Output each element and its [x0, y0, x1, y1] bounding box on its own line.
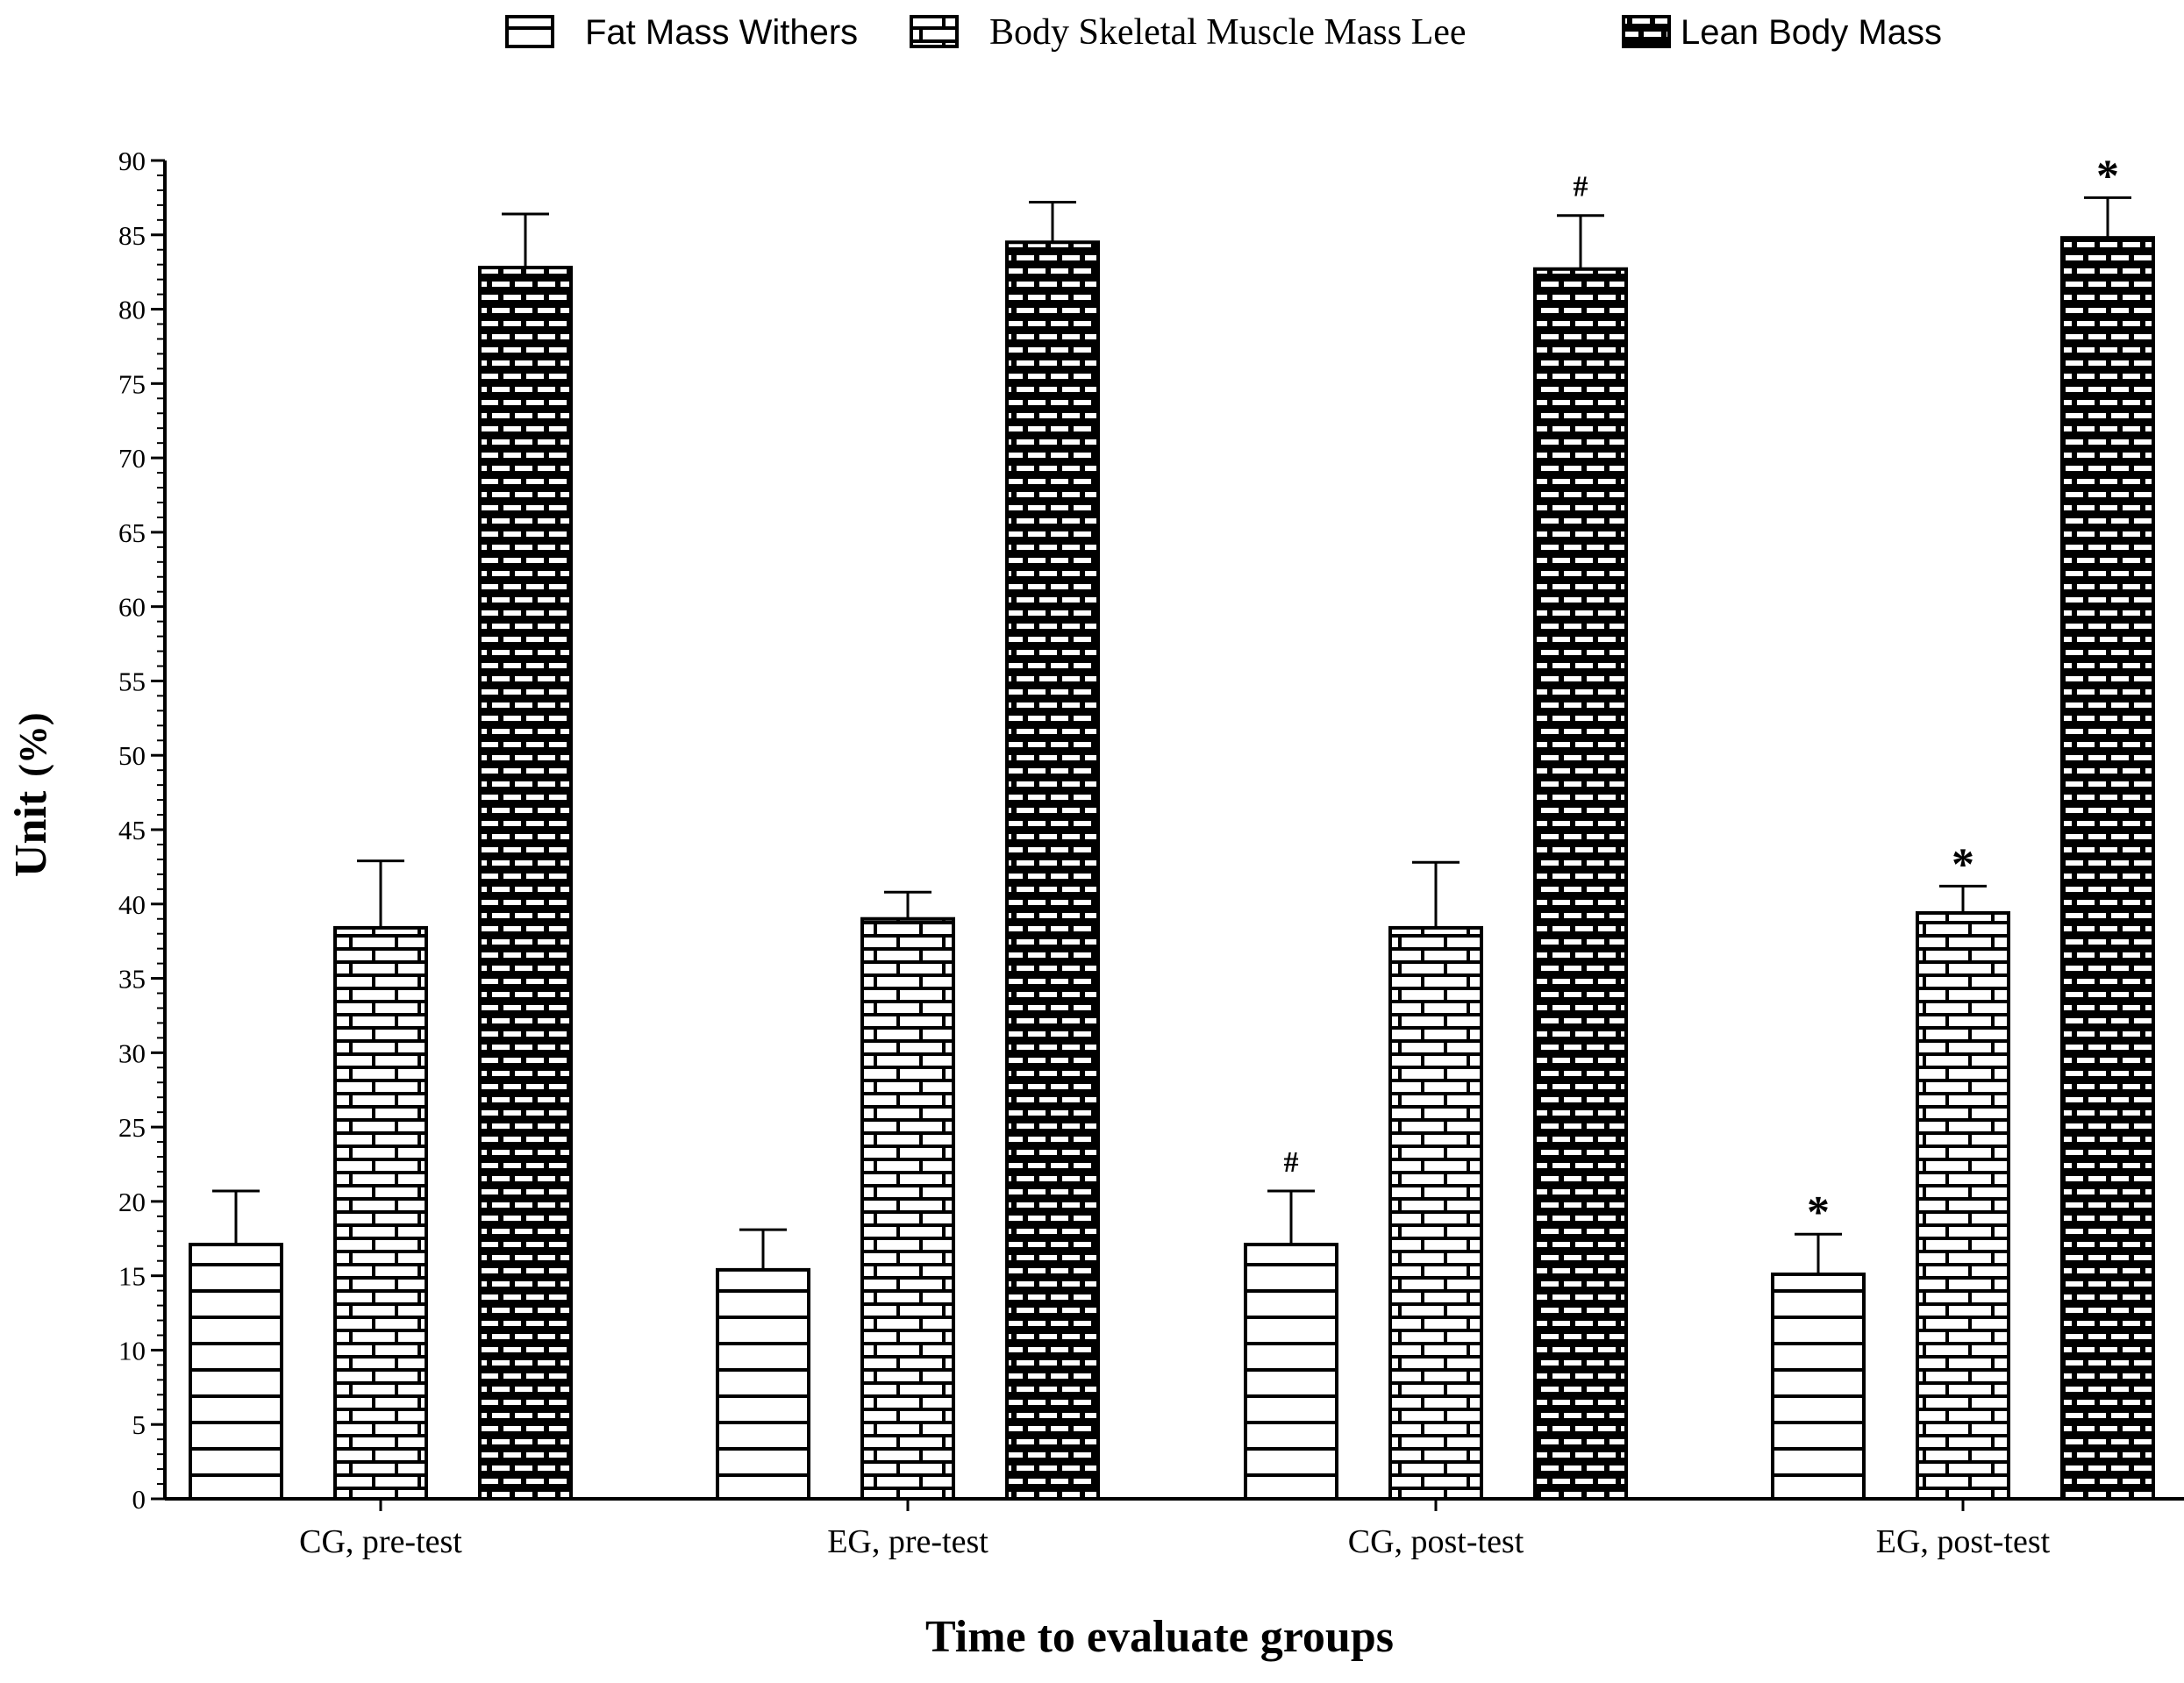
- x-tick-label: EG, pre-test: [827, 1523, 989, 1560]
- y-tick-label: 10: [118, 1335, 146, 1366]
- y-tick-label: 55: [118, 666, 146, 696]
- y-axis-label: Unit (%): [6, 712, 56, 877]
- category-labels: CG, pre-test EG, pre-test CG, post-test EG,…: [299, 1499, 2051, 1560]
- legend-label-lean-body-mass: Lean Body Mass: [1681, 13, 1942, 52]
- bar-fat-mass: [1244, 1243, 1338, 1501]
- legend-label-skeletal-muscle: Body Skeletal Muscle Mass Lee: [989, 12, 1467, 53]
- legend-swatch-lean-body-mass: [1622, 15, 1671, 48]
- x-tick-label: EG, post-test: [1876, 1523, 2051, 1560]
- x-axis-label: Time to evaluate groups: [925, 1612, 1394, 1662]
- y-tick-label: 80: [118, 295, 146, 325]
- y-tick-label: 60: [118, 592, 146, 623]
- significance-marker: *: [2096, 151, 2119, 201]
- legend-swatch-skeletal-muscle: [910, 15, 959, 48]
- bar-fat-mass: [1771, 1272, 1866, 1501]
- bar-lean-body-mass: [1005, 240, 1100, 1501]
- significance-marker: #: [1284, 1146, 1299, 1179]
- y-tick-label: 35: [118, 964, 146, 995]
- bar-fat-mass: [716, 1267, 810, 1501]
- bar-skeletal-muscle: [333, 925, 428, 1501]
- bar-skeletal-muscle: [860, 916, 955, 1501]
- legend: Fat Mass Withers Body Skeletal Muscle Ma…: [505, 12, 1942, 53]
- legend-label-fat-mass: Fat Mass Withers: [585, 13, 858, 52]
- y-axis-title: Unit (%): [6, 712, 56, 877]
- y-tick-label: 5: [132, 1409, 146, 1440]
- significance-marker: #: [1574, 171, 1588, 203]
- bar-skeletal-muscle: [1388, 925, 1483, 1501]
- legend-item-fat-mass: Fat Mass Withers: [505, 13, 858, 52]
- y-tick-label: 65: [118, 517, 146, 548]
- y-axis-label-unit: (%): [11, 712, 54, 776]
- significance-marker: *: [1807, 1187, 1830, 1237]
- y-tick-label: 90: [118, 146, 146, 176]
- y-tick-label: 40: [118, 889, 146, 920]
- y-tick-label: 75: [118, 368, 146, 399]
- bar-fat-mass: [189, 1243, 283, 1501]
- y-tick-label: 50: [118, 740, 146, 771]
- y-tick-label: 25: [118, 1112, 146, 1143]
- y-tick-label: 30: [118, 1038, 146, 1068]
- y-tick-label: 15: [118, 1261, 146, 1292]
- y-tick-label: 70: [118, 443, 146, 474]
- axes: 0 5 10 15 20 25 30 35 40 45 50 55 60 65 70 75 80 85 90: [118, 146, 2184, 1515]
- significance-marker: *: [1952, 839, 1974, 889]
- y-tick-label: 45: [118, 815, 146, 845]
- x-tick-label: CG, pre-test: [299, 1523, 462, 1560]
- y-axis-label-main: Unit: [6, 790, 56, 877]
- bar-skeletal-muscle: [1916, 910, 2010, 1501]
- y-tick-label: 85: [118, 220, 146, 251]
- bar-lean-body-mass: [2060, 236, 2155, 1501]
- bars: # # * * *: [189, 151, 2155, 1501]
- y-tick-label: 0: [132, 1484, 146, 1515]
- legend-item-skeletal-muscle: Body Skeletal Muscle Mass Lee: [910, 12, 1467, 53]
- bar-lean-body-mass: [478, 266, 573, 1501]
- bar-lean-body-mass: [1533, 267, 1628, 1501]
- legend-swatch-fat-mass: [505, 15, 554, 48]
- y-tick-label: 20: [118, 1187, 146, 1217]
- x-tick-label: CG, post-test: [1348, 1523, 1524, 1560]
- legend-item-lean-body-mass: Lean Body Mass: [1622, 13, 1942, 52]
